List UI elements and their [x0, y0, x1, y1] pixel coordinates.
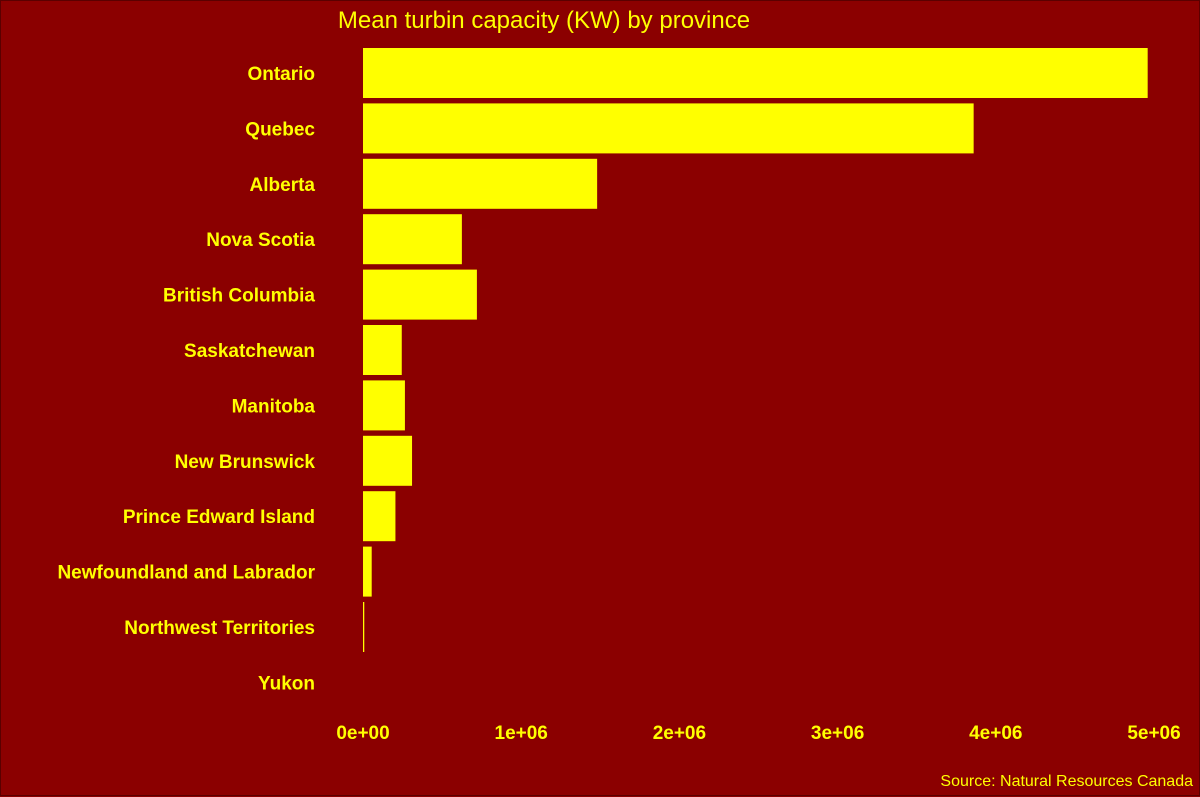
x-axis-tick-labels: 0e+00 1e+06 2e+06 3e+06 4e+06 5e+06	[336, 723, 1180, 744]
bars-layer	[363, 48, 1148, 652]
bar-ontario	[363, 48, 1148, 98]
x-tick-label: 5e+06	[1127, 723, 1180, 744]
bar-new-brunswick	[363, 435, 413, 486]
bar-british-columbia	[363, 269, 477, 320]
bar-northwest-territories	[363, 602, 365, 652]
x-tick-label: 0e+00	[336, 723, 389, 744]
category-label-alberta: Alberta	[250, 175, 316, 196]
category-label-newfoundland-and-labrador: Newfoundland and Labrador	[57, 563, 315, 584]
x-tick-label: 4e+06	[969, 723, 1022, 744]
bar-saskatchewan	[363, 325, 402, 375]
category-label-saskatchewan: Saskatchewan	[184, 341, 315, 362]
category-labels: Ontario Quebec Alberta Nova Scotia British C…	[57, 64, 315, 694]
x-tick-label: 2e+06	[653, 723, 706, 744]
bar-alberta	[363, 158, 598, 209]
chart-caption: Source: Natural Resources Canada	[940, 773, 1193, 790]
x-tick-label: 3e+06	[811, 723, 864, 744]
category-label-manitoba: Manitoba	[232, 396, 316, 417]
category-label-prince-edward-island: Prince Edward Island	[123, 507, 315, 528]
chart-title: Mean turbin capacity (KW) by province	[338, 7, 750, 34]
bar-nova-scotia	[363, 214, 462, 265]
bar-prince-edward-island	[363, 491, 396, 542]
bar-manitoba	[363, 380, 405, 431]
bar-quebec	[363, 103, 974, 154]
bar-newfoundland-and-labrador	[363, 546, 372, 597]
category-label-yukon: Yukon	[258, 673, 315, 694]
category-label-quebec: Quebec	[245, 119, 315, 140]
category-label-new-brunswick: New Brunswick	[175, 452, 316, 473]
category-label-british-columbia: British Columbia	[163, 286, 315, 307]
x-tick-label: 1e+06	[495, 723, 548, 744]
category-label-nova-scotia: Nova Scotia	[206, 230, 315, 251]
category-label-ontario: Ontario	[247, 64, 315, 85]
category-label-northwest-territories: Northwest Territories	[124, 618, 315, 639]
